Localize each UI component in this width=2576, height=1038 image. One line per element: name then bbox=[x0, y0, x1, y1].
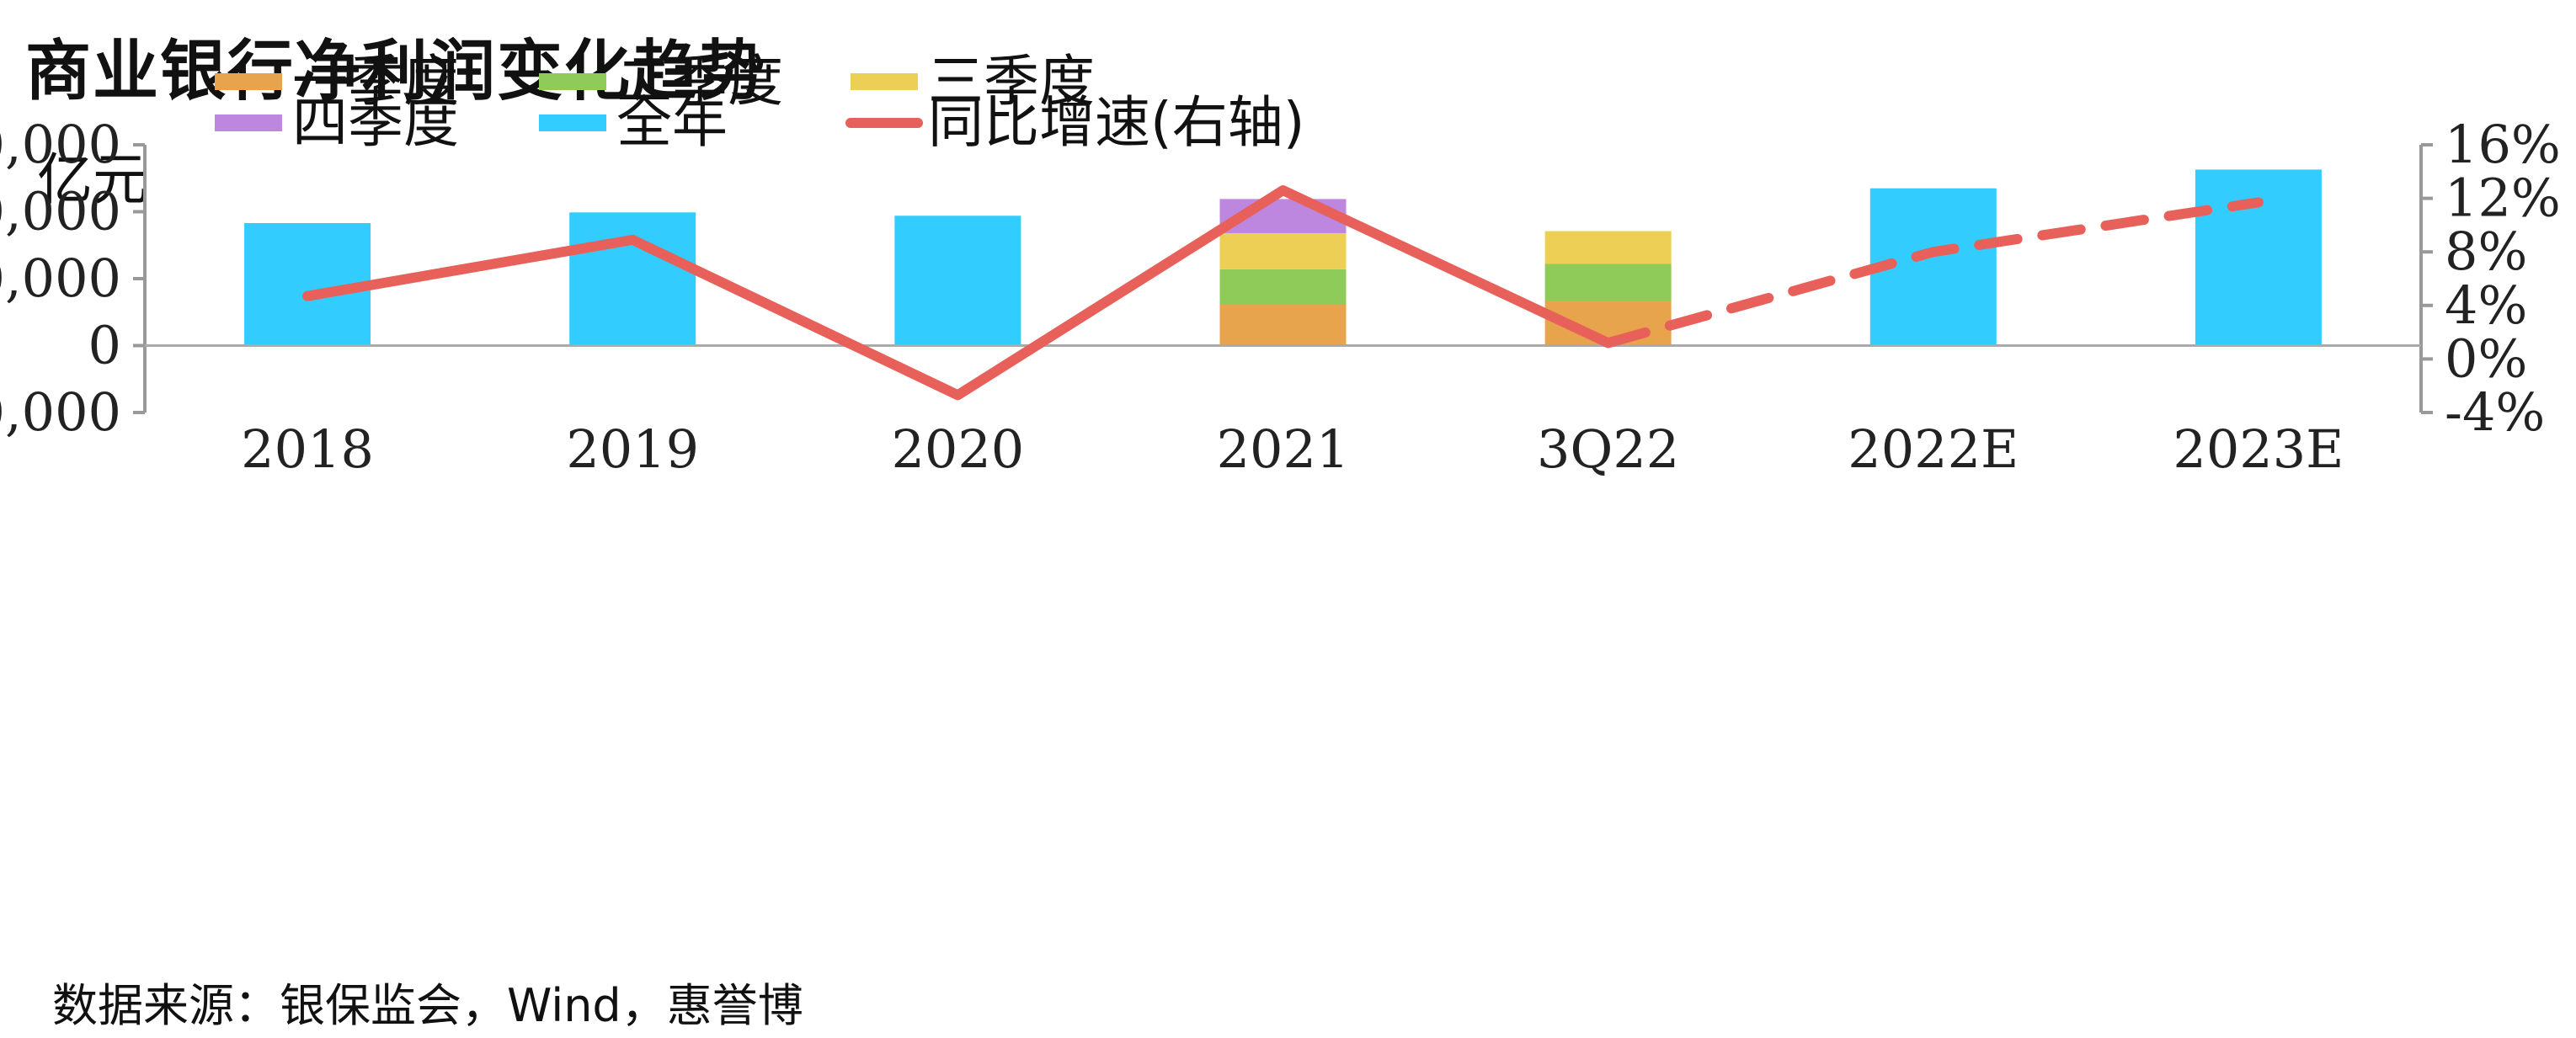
legend-swatch bbox=[215, 73, 282, 90]
x-tick-label: 2018 bbox=[241, 418, 374, 480]
legend-label: 二季度 bbox=[616, 49, 783, 114]
bar-全年-2023E bbox=[2195, 169, 2322, 346]
x-tick-label: 2019 bbox=[566, 418, 699, 480]
legend-label: 全年 bbox=[616, 90, 728, 155]
legend-label: 三季度 bbox=[928, 49, 1095, 114]
chart-title: 商业银行净利润变化趋势 bbox=[25, 34, 767, 109]
bar-三季度-3Q22 bbox=[1544, 231, 1672, 264]
legend-swatch bbox=[539, 114, 606, 131]
right-tick-label: 16% bbox=[2445, 114, 2561, 175]
bar-一季度-2021 bbox=[1219, 305, 1347, 346]
x-tick-label: 2022E bbox=[1848, 418, 2019, 480]
left-tick-label: 20,000 bbox=[0, 181, 121, 242]
bar-全年-2019 bbox=[569, 212, 696, 346]
right-tick-label: -4% bbox=[2445, 381, 2545, 443]
x-tick-label: 3Q22 bbox=[1537, 418, 1679, 480]
axes-layer: -10,000010,00020,00030,000 -4%0%4%8%12%16… bbox=[0, 114, 2561, 443]
legend-swatch bbox=[215, 114, 282, 131]
left-axis-unit: 亿元 bbox=[37, 147, 148, 212]
right-tick-label: 12% bbox=[2445, 168, 2561, 229]
x-axis-ticks: 2018 2019 2020 2021 3Q22 2022E 2023E bbox=[241, 418, 2344, 480]
bar-二季度-3Q22 bbox=[1544, 263, 1672, 302]
legend-swatch bbox=[539, 73, 606, 90]
right-tick-label: 8% bbox=[2445, 221, 2527, 282]
right-tick-label: 0% bbox=[2445, 327, 2527, 389]
legend-label: 一季度 bbox=[292, 49, 459, 114]
legend-label: 四季度 bbox=[292, 90, 459, 155]
right-tick-label: 4% bbox=[2445, 274, 2527, 336]
x-tick-label: 2021 bbox=[1217, 418, 1350, 480]
bar-三季度-2021 bbox=[1219, 232, 1347, 269]
left-tick-label: 10,000 bbox=[0, 248, 121, 309]
legend-swatch bbox=[851, 73, 918, 90]
source-note: 数据来源：银保监会，Wind，惠誉博 bbox=[52, 979, 803, 1032]
bar-二季度-2021 bbox=[1219, 269, 1347, 306]
left-tick-label: -10,000 bbox=[0, 381, 121, 443]
left-tick-label: 30,000 bbox=[0, 114, 121, 175]
growth-line-layer bbox=[302, 185, 2264, 401]
x-tick-label: 2020 bbox=[891, 418, 1024, 480]
growth-line-actual bbox=[302, 185, 1613, 401]
left-tick-label: 0 bbox=[88, 315, 121, 376]
bar-全年-2020 bbox=[894, 216, 1021, 346]
x-tick-label: 2023E bbox=[2173, 418, 2344, 480]
growth-line-forecast bbox=[1603, 197, 2264, 349]
legend-label: 同比增速(右轴) bbox=[928, 90, 1305, 155]
